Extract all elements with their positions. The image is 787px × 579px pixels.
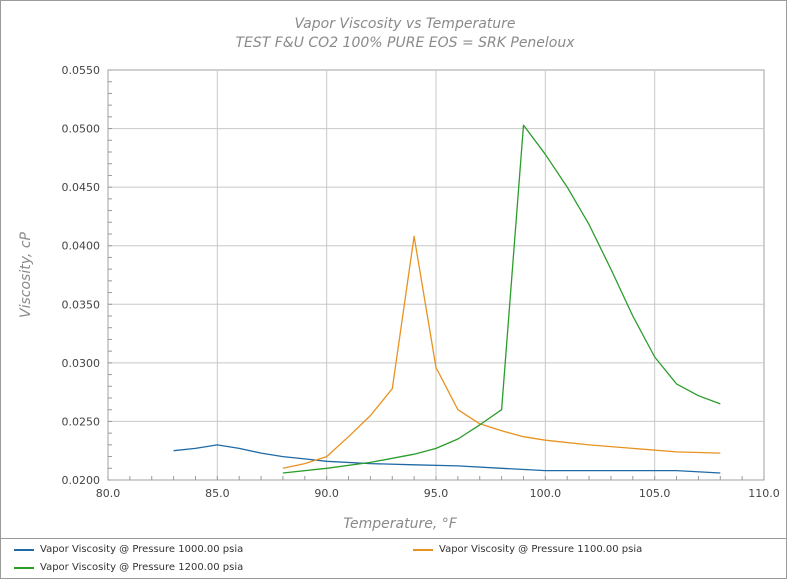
x-tick-label: 105.0 [639, 487, 671, 500]
x-tick-label: 100.0 [530, 487, 562, 500]
series-line-1100psia [282, 235, 721, 469]
minor-ticks [107, 69, 765, 481]
legend-swatch-1100psia [413, 548, 433, 551]
x-tick-label: 95.0 [424, 487, 449, 500]
y-tick-label: 0.0200 [62, 474, 101, 487]
legend-item-1200psia: Vapor Viscosity @ Pressure 1200.00 psia [14, 562, 243, 573]
y-tick-label: 0.0300 [62, 357, 101, 370]
legend-item-1000psia: Vapor Viscosity @ Pressure 1000.00 psia [14, 544, 243, 555]
chart-subtitle: TEST F&U CO2 100% PURE EOS = SRK Penelou… [235, 35, 575, 51]
y-tick-label: 0.0400 [62, 240, 101, 253]
x-tick-label: 90.0 [314, 487, 339, 500]
series-line-1000psia [173, 444, 721, 474]
x-tick-label: 110.0 [748, 487, 780, 500]
y-tick-label: 0.0450 [62, 181, 101, 194]
legend-item-1100psia: Vapor Viscosity @ Pressure 1100.00 psia [413, 544, 642, 555]
grid [108, 70, 764, 480]
chart-canvas: Vapor Viscosity vs Temperature TEST F&U … [18, 16, 780, 532]
y-tick-label: 0.0500 [62, 123, 101, 136]
chart-title: Vapor Viscosity vs Temperature [294, 16, 515, 32]
y-tick-label: 0.0550 [62, 64, 101, 77]
legend-swatch-1200psia [14, 566, 34, 569]
y-tick-label: 0.0350 [62, 298, 101, 311]
x-tick-label: 85.0 [205, 487, 230, 500]
x-tick-label: 80.0 [96, 487, 121, 500]
legend: Vapor Viscosity @ Pressure 1000.00 psia … [0, 538, 787, 579]
legend-label-1100psia: Vapor Viscosity @ Pressure 1100.00 psia [439, 544, 643, 555]
tick-labels: 80.0 85.0 90.0 95.0 100.0 105.0 110.0 0.0200 0.0… [62, 64, 780, 500]
y-tick-label: 0.0250 [62, 415, 101, 428]
x-axis-title: Temperature, °F [343, 516, 458, 532]
legend-swatch-1000psia [14, 548, 34, 551]
series-lines [173, 124, 721, 474]
legend-label-1200psia: Vapor Viscosity @ Pressure 1200.00 psia [40, 562, 244, 573]
y-axis-title: Viscosity, cP [18, 231, 34, 317]
legend-label-1000psia: Vapor Viscosity @ Pressure 1000.00 psia [40, 544, 244, 555]
series-line-1200psia [282, 124, 721, 474]
